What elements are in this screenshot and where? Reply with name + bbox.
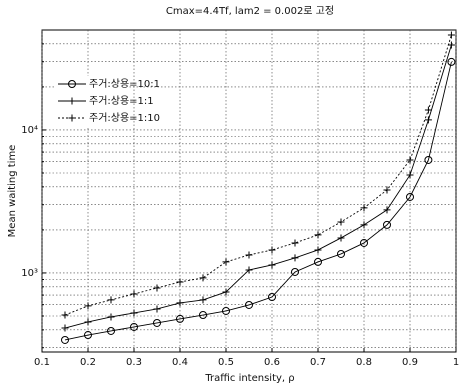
marker — [291, 267, 299, 276]
marker — [424, 155, 433, 164]
marker — [360, 204, 368, 212]
marker — [291, 239, 299, 247]
x-tick-label: 1 — [453, 357, 459, 368]
marker — [130, 309, 138, 317]
marker — [153, 318, 161, 327]
marker — [130, 322, 138, 331]
marker — [222, 306, 230, 315]
marker — [84, 302, 92, 310]
marker — [314, 257, 322, 266]
marker — [383, 186, 391, 194]
marker — [245, 300, 253, 309]
series-line — [64, 44, 452, 329]
x-tick-label: 0.1 — [34, 357, 50, 368]
x-tick-label: 0.9 — [402, 357, 418, 368]
marker — [291, 254, 299, 262]
marker — [107, 326, 115, 335]
x-tick-label: 0.7 — [310, 357, 326, 368]
marker — [199, 296, 207, 304]
marker — [68, 80, 76, 88]
marker — [314, 231, 322, 239]
marker — [314, 246, 322, 254]
y-tick-label: 10³ — [21, 268, 38, 279]
marker — [406, 171, 414, 179]
legend-label: 주거:상용=1:10 — [89, 112, 160, 124]
marker — [406, 192, 414, 201]
x-tick-label: 0.4 — [172, 357, 188, 368]
marker — [61, 335, 69, 344]
marker — [61, 324, 69, 332]
marker — [222, 288, 230, 296]
marker — [424, 116, 432, 124]
x-tick-label: 0.2 — [80, 357, 96, 368]
marker — [176, 314, 184, 323]
legend: 주거:상용=10:1 주거:상용=1:1 주거:상용=1:10 — [56, 76, 160, 126]
marker — [176, 299, 184, 307]
x-axis-label: Traffic intensity, ρ — [204, 373, 294, 384]
marker — [360, 238, 368, 247]
marker — [245, 266, 253, 274]
marker — [268, 292, 276, 301]
marker — [245, 251, 253, 259]
x-tick-label: 0.5 — [218, 357, 234, 368]
marker — [107, 313, 115, 321]
chart-title: Cmax=4.4Tf, lam2 = 0.002로 고정 — [166, 5, 334, 17]
series-line — [64, 34, 452, 316]
y-axis-label: Mean waiting time — [7, 145, 18, 238]
marker — [68, 97, 76, 105]
marker — [199, 311, 207, 320]
marker — [337, 218, 345, 226]
marker — [61, 311, 69, 319]
marker — [447, 31, 455, 39]
marker — [153, 284, 161, 292]
marker — [447, 57, 456, 66]
marker — [222, 258, 230, 266]
marker — [84, 331, 92, 340]
marker — [84, 318, 92, 326]
marker — [447, 41, 455, 49]
marker — [383, 220, 391, 229]
marker — [383, 206, 391, 214]
marker — [268, 261, 276, 269]
marker — [176, 278, 184, 286]
x-tick-label: 0.6 — [264, 357, 280, 368]
marker — [337, 249, 345, 258]
y-tick-label: 10⁴ — [21, 125, 38, 136]
marker — [153, 305, 161, 313]
legend-label: 주거:상용=10:1 — [89, 78, 160, 90]
marker — [107, 296, 115, 304]
marker — [68, 114, 76, 122]
marker — [406, 156, 414, 164]
marker — [130, 290, 138, 298]
x-tick-label: 0.8 — [356, 357, 372, 368]
x-tick-label: 0.3 — [126, 357, 142, 368]
marker — [337, 234, 345, 242]
marker — [268, 246, 276, 254]
legend-label: 주거:상용=1:1 — [89, 95, 154, 107]
marker — [360, 221, 368, 229]
marker — [424, 106, 432, 114]
marker — [199, 274, 207, 282]
